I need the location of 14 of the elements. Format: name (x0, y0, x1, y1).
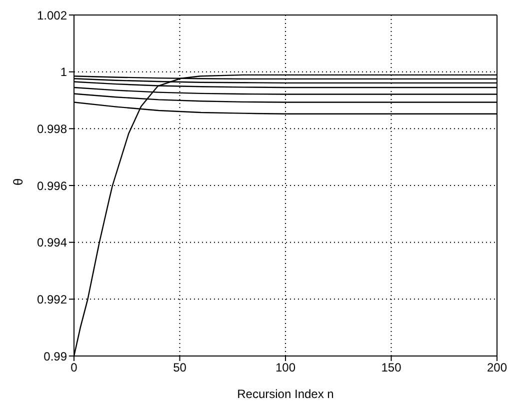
x-tick-label: 0 (70, 360, 78, 375)
y-axis-title: θ (10, 178, 26, 186)
y-tick-label: 0.998 (36, 122, 68, 136)
x-tick-label: 50 (173, 360, 187, 375)
y-tick-label: 1 (60, 65, 68, 80)
x-axis-title: Recursion Index n (237, 387, 334, 401)
y-tick-label: 0.992 (36, 292, 68, 306)
x-tick-label: 150 (381, 360, 402, 375)
y-tick-label: 0.994 (36, 236, 68, 250)
y-tick-label: 0.99 (44, 349, 68, 364)
x-tick-label: 200 (486, 360, 508, 375)
y-tick-label: 0.996 (36, 178, 68, 193)
y-tick-label: 1.002 (36, 8, 68, 22)
x-tick-label: 100 (275, 360, 296, 375)
